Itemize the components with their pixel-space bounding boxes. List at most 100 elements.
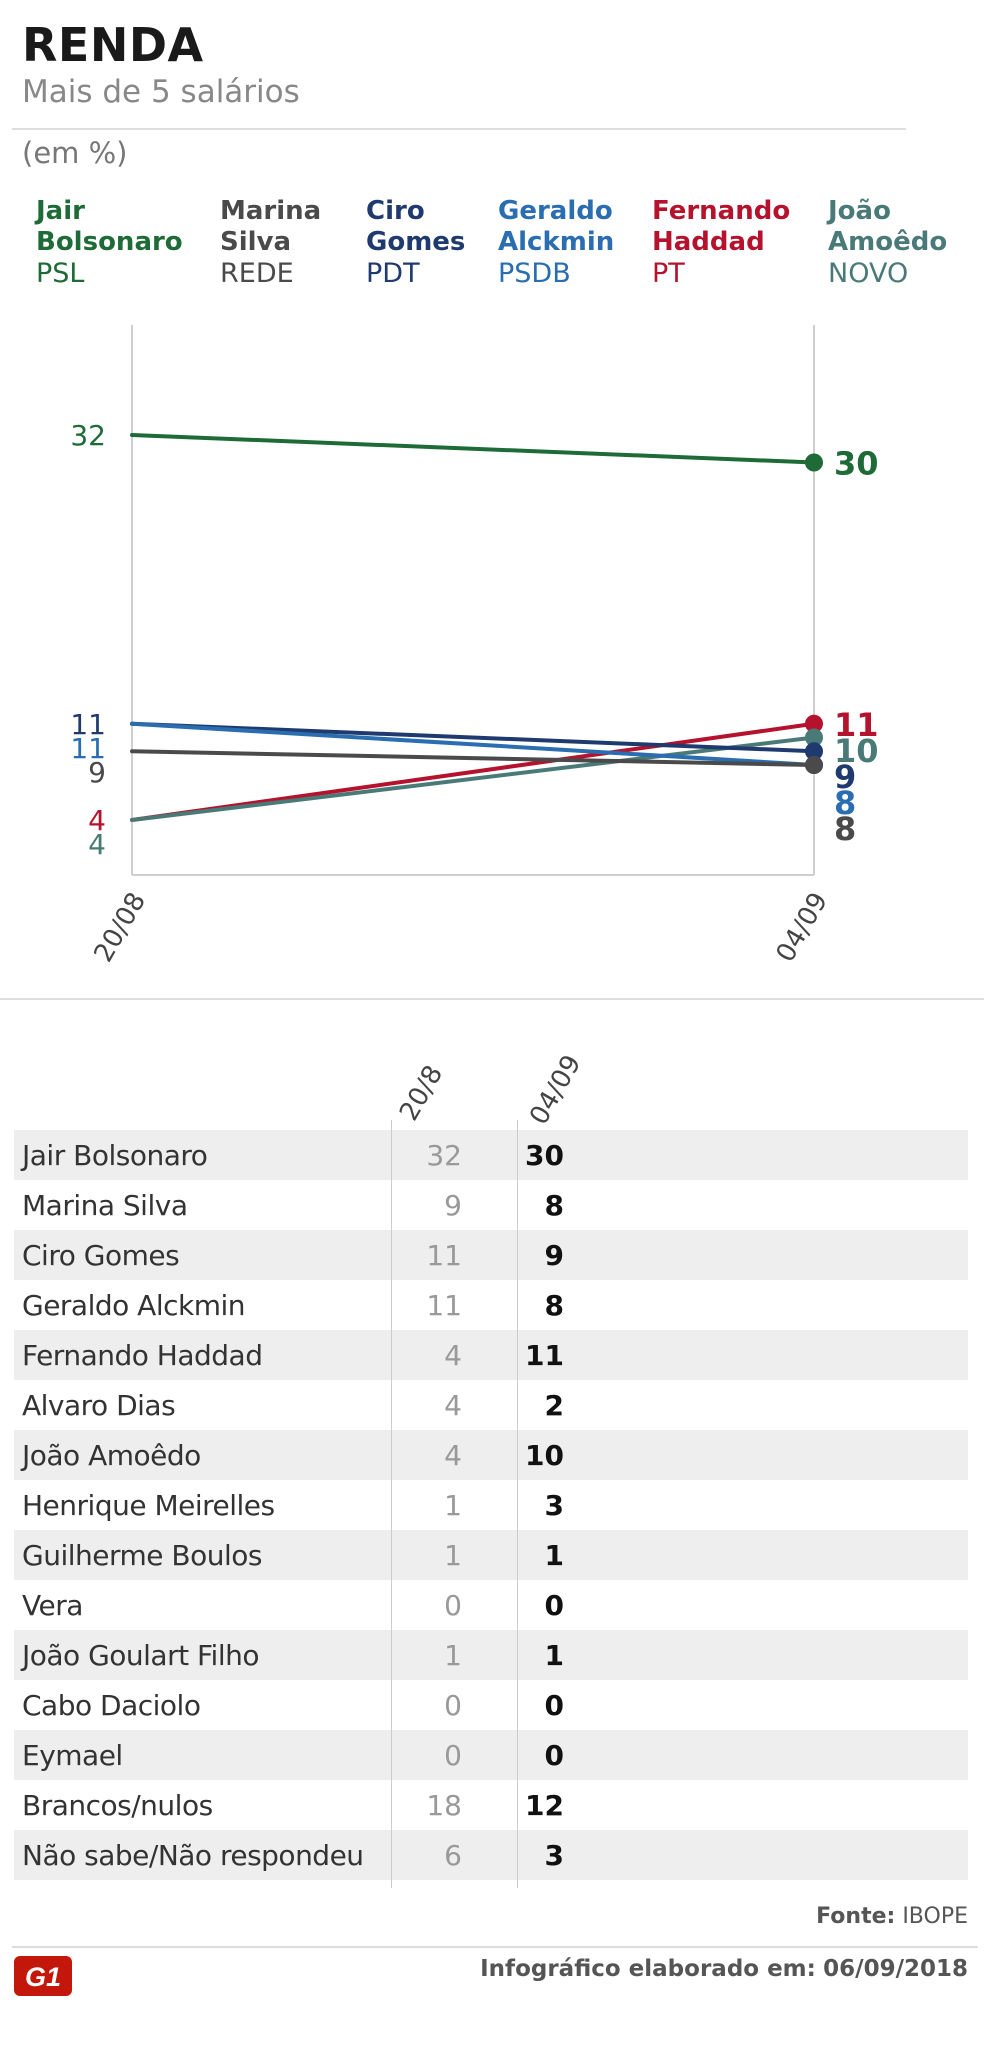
cell-gap	[462, 1430, 522, 1480]
cell-gap	[462, 1630, 522, 1680]
legend-name: Alckmin	[498, 227, 615, 257]
start-value-label-5: 9	[88, 756, 106, 789]
legend-name: Geraldo	[498, 196, 613, 226]
legend-party: PSDB	[498, 258, 571, 289]
cell-filler	[564, 1630, 968, 1680]
table-row: Não sabe/Não respondeu 6 3	[14, 1830, 968, 1880]
value-04-09: 12	[525, 1788, 564, 1822]
legend-ciro: Ciro Gomes PDT	[366, 196, 465, 289]
end-value-label-1: 11	[834, 706, 879, 744]
series-line-3	[130, 721, 816, 754]
value-20-8: 4	[444, 1388, 462, 1422]
value-20-8: 0	[444, 1688, 462, 1722]
value-20-8: 11	[426, 1288, 462, 1322]
start-value-label-1: 4	[88, 804, 106, 837]
value-04-09: 10	[522, 1430, 564, 1480]
legend-name: Jair	[36, 196, 85, 226]
legend-party: PT	[652, 258, 685, 289]
cell-filler	[564, 1430, 968, 1480]
candidate-name: Marina Silva	[22, 1188, 188, 1222]
cell-filler	[564, 1380, 968, 1430]
value-20-8: 32	[392, 1130, 462, 1180]
divider	[12, 1946, 978, 1948]
start-value-label-0: 32	[70, 419, 106, 452]
start-value-label-4: 11	[70, 732, 106, 765]
column-divider	[517, 1120, 518, 1888]
value-20-8: 18	[426, 1788, 462, 1822]
value-20-8: 1	[392, 1530, 462, 1580]
legend-name: Fernando	[652, 196, 791, 226]
table-row: João Amoêdo 4 10	[14, 1430, 968, 1480]
legend-name: Bolsonaro	[36, 227, 183, 257]
end-value-label-3: 9	[834, 758, 856, 796]
value-04-09: 0	[544, 1688, 564, 1722]
table-row: Geraldo Alckmin 11 8	[14, 1280, 968, 1330]
legend-amoedo: João Amoêdo NOVO	[828, 196, 947, 289]
series-end-point-2	[805, 728, 823, 747]
results-table: Jair Bolsonaro 32 30 Marina Silva 9 8 Ciro Gom…	[14, 1130, 968, 1880]
end-value-label-4: 8	[834, 784, 856, 822]
cell-filler	[564, 1680, 968, 1730]
value-04-09: 8	[544, 1288, 564, 1322]
unit-label: (em %)	[22, 136, 128, 170]
value-20-8: 1	[392, 1630, 462, 1680]
candidate-name: Cabo Daciolo	[22, 1688, 201, 1722]
cell-filler	[564, 1830, 968, 1880]
value-04-09: 0	[522, 1730, 564, 1780]
series-end-point-1	[805, 714, 823, 733]
candidate-name: Guilherme Boulos	[14, 1530, 392, 1580]
x-tick-label-0: 20/08	[89, 888, 152, 968]
x-tick-label-1: 04/09	[771, 888, 834, 968]
value-20-8: 0	[392, 1730, 462, 1780]
value-20-8: 1	[444, 1488, 462, 1522]
legend-marina: Marina Silva REDE	[220, 196, 321, 289]
cell-filler	[564, 1230, 968, 1280]
value-04-09: 0	[544, 1588, 564, 1622]
candidate-name: João Amoêdo	[14, 1430, 392, 1480]
legend-alckmin: Geraldo Alckmin PSDB	[498, 196, 614, 289]
value-20-8: 4	[392, 1330, 462, 1380]
table-row: Brancos/nulos 18 12	[14, 1780, 968, 1830]
value-04-09: 3	[544, 1488, 564, 1522]
credit-date: 06/09/2018	[823, 1956, 968, 1982]
candidate-name: Fernando Haddad	[14, 1330, 392, 1380]
start-value-label-3: 11	[70, 708, 106, 741]
cell-filler	[564, 1780, 968, 1830]
cell-filler	[564, 1730, 968, 1780]
legend-haddad: Fernando Haddad PT	[652, 196, 790, 289]
page-title: RENDA	[22, 18, 204, 72]
cell-gap	[462, 1580, 522, 1630]
cell-gap	[462, 1730, 522, 1780]
candidate-name: Vera	[22, 1588, 83, 1622]
cell-gap	[462, 1230, 522, 1280]
col-header-20-8: 20/8	[394, 1060, 450, 1126]
cell-filler	[564, 1480, 968, 1530]
table-row: Fernando Haddad 4 11	[14, 1330, 968, 1380]
series-end-point-5	[805, 756, 823, 774]
value-20-8: 9	[444, 1188, 462, 1222]
legend-bolsonaro: Jair Bolsonaro PSL	[36, 196, 183, 289]
candidate-name: Henrique Meirelles	[22, 1488, 275, 1522]
cell-gap	[462, 1180, 522, 1230]
table-row: João Goulart Filho 1 1	[14, 1630, 968, 1680]
value-04-09: 8	[544, 1188, 564, 1222]
candidate-name: Eymael	[14, 1730, 392, 1780]
value-04-09: 9	[522, 1230, 564, 1280]
source-label: Fonte:	[816, 1904, 896, 1929]
series-line-1	[130, 721, 816, 822]
credit-note: Infográfico elaborado em: 06/09/2018	[480, 1956, 968, 1982]
candidate-name: Alvaro Dias	[22, 1388, 176, 1422]
g1-logo: G1	[14, 1956, 72, 1996]
value-20-8: 4	[392, 1430, 462, 1480]
cell-gap	[462, 1380, 522, 1430]
legend-name: João	[828, 196, 891, 226]
value-20-8: 11	[392, 1230, 462, 1280]
credit-label: Infográfico elaborado em:	[480, 1956, 816, 1982]
table-row: Eymael 0 0	[14, 1730, 968, 1780]
cell-gap	[462, 1830, 522, 1880]
candidate-name: Não sabe/Não respondeu	[14, 1830, 392, 1880]
end-value-label-5: 8	[834, 810, 856, 848]
cell-gap	[462, 1130, 522, 1180]
cell-gap	[462, 1680, 522, 1730]
